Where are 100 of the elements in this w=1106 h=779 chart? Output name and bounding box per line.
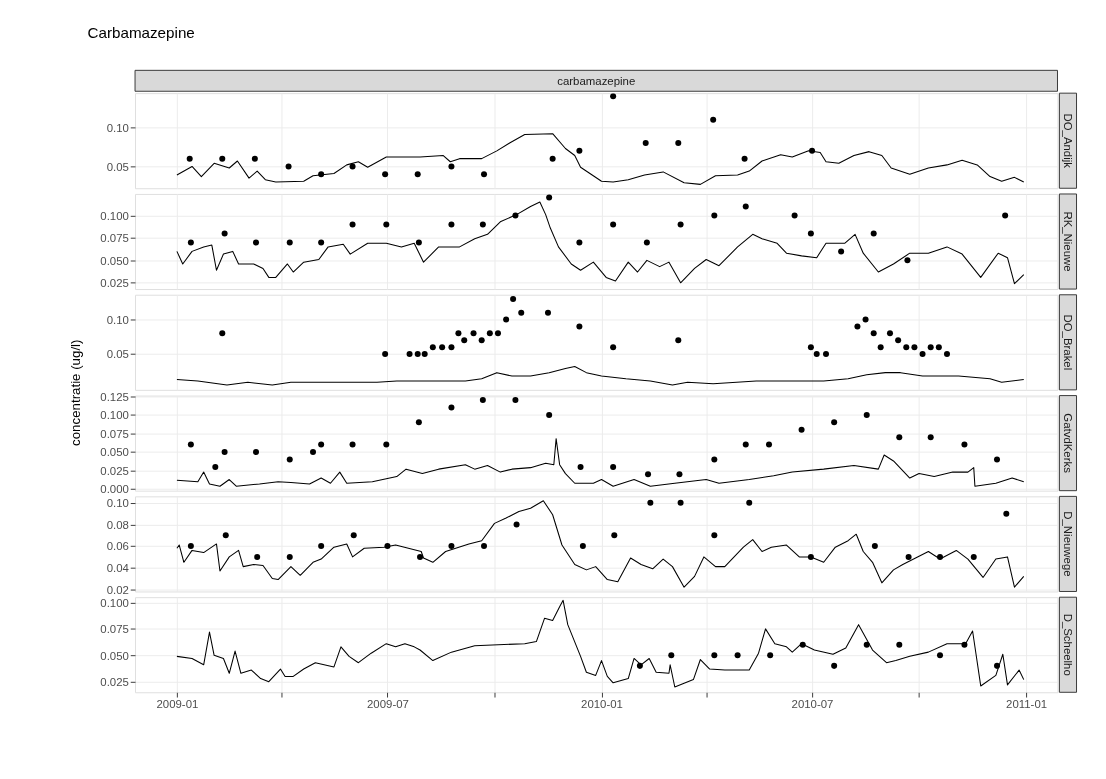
point — [448, 221, 455, 228]
line-series — [176, 599, 1025, 688]
point — [896, 434, 903, 441]
point — [854, 323, 861, 330]
point — [310, 449, 317, 456]
point — [742, 441, 749, 448]
point — [643, 239, 650, 246]
y-tick-label: 0.050 — [100, 649, 129, 662]
point — [221, 230, 228, 237]
point — [318, 239, 325, 246]
point — [318, 543, 325, 550]
point — [799, 641, 806, 648]
y-tick-label: 0.025 — [100, 277, 129, 290]
point — [448, 344, 455, 351]
point — [767, 652, 774, 659]
y-tick-label: 0.10 — [106, 497, 129, 510]
point — [734, 652, 741, 659]
point — [647, 499, 654, 506]
y2-axis-title: D_Nieuwege — [1062, 511, 1075, 577]
point — [318, 441, 325, 448]
point — [513, 521, 520, 528]
point — [863, 411, 870, 418]
point — [349, 163, 356, 170]
y-tick-label: 0.10 — [106, 121, 129, 134]
point — [448, 163, 455, 170]
y-tick-label: 0.125 — [100, 390, 129, 403]
point — [512, 397, 519, 404]
point — [943, 351, 950, 358]
point — [222, 532, 229, 539]
point — [863, 641, 870, 648]
point — [791, 212, 798, 219]
point — [187, 543, 194, 550]
y-tick-label: 0.100 — [100, 409, 129, 422]
point — [349, 221, 356, 228]
point — [1003, 510, 1010, 517]
point — [994, 662, 1001, 669]
point — [384, 543, 391, 550]
x-tick-label: 2010-07 — [791, 697, 834, 710]
point — [486, 330, 493, 337]
x-tick-label: 2009-07 — [367, 697, 409, 710]
point — [415, 419, 422, 426]
line-series — [176, 365, 1025, 386]
point — [448, 543, 455, 550]
point — [576, 239, 583, 246]
point — [610, 221, 617, 228]
point — [251, 155, 258, 162]
point — [503, 316, 510, 323]
point — [809, 147, 816, 154]
x-tick-label: 2009-01 — [156, 697, 199, 710]
point — [831, 662, 838, 669]
point — [478, 337, 485, 344]
y-tick-label: 0.08 — [106, 518, 129, 531]
y2-axis-title: D_Scheelho — [1062, 613, 1075, 676]
point — [970, 553, 977, 560]
point — [406, 351, 413, 358]
point — [642, 140, 649, 147]
point — [417, 553, 424, 560]
y-tick-label: 0.075 — [100, 427, 129, 440]
point — [461, 337, 468, 344]
line-series — [176, 201, 1025, 285]
point — [870, 330, 877, 337]
point — [862, 316, 869, 323]
point — [186, 155, 193, 162]
point — [746, 499, 753, 506]
point — [546, 194, 553, 201]
point — [383, 441, 390, 448]
point — [455, 330, 462, 337]
point — [668, 652, 675, 659]
point — [219, 330, 226, 337]
point — [253, 239, 260, 246]
y-tick-label: 0.05 — [106, 160, 129, 173]
y-tick-label: 0.050 — [100, 446, 129, 459]
point — [510, 295, 517, 302]
point — [481, 171, 488, 178]
point — [350, 532, 357, 539]
point — [187, 239, 194, 246]
point — [903, 344, 910, 351]
point — [675, 140, 682, 147]
y-tick-label: 0.025 — [100, 464, 129, 477]
point — [711, 456, 718, 463]
point — [831, 419, 838, 426]
point — [187, 441, 194, 448]
point — [549, 155, 556, 162]
point — [481, 543, 488, 550]
point — [546, 411, 553, 418]
point — [807, 344, 814, 351]
point — [838, 248, 845, 255]
point — [221, 449, 228, 456]
point — [254, 553, 261, 560]
point — [905, 553, 912, 560]
point — [286, 239, 293, 246]
point — [479, 397, 486, 404]
y-tick-label: 0.075 — [100, 232, 129, 245]
point — [421, 351, 428, 358]
point — [645, 471, 652, 478]
point — [877, 344, 884, 351]
y-tick-label: 0.100 — [100, 209, 129, 222]
point — [610, 463, 617, 470]
point — [479, 221, 486, 228]
point — [544, 309, 551, 316]
